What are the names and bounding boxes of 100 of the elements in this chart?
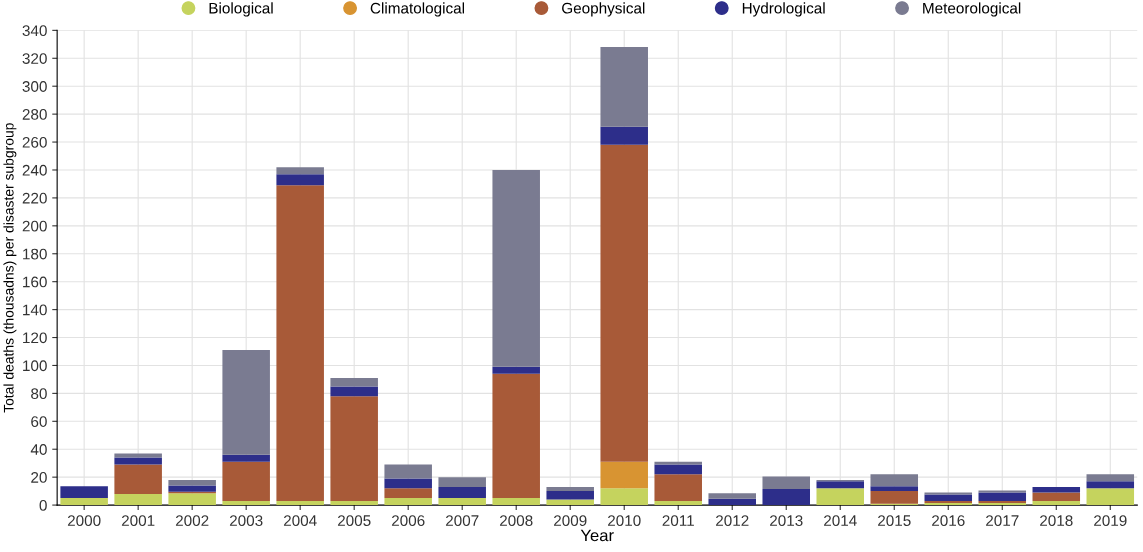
bar — [600, 126, 648, 145]
bar — [222, 500, 270, 506]
x-tick-label: 2015 — [878, 515, 911, 527]
bar — [492, 366, 540, 374]
bar — [1086, 481, 1135, 489]
bar — [924, 492, 973, 495]
x-tick-label: 2014 — [824, 515, 857, 527]
x-tick-label: 2000 — [67, 515, 101, 527]
bar — [492, 169, 540, 367]
y-tick-label: 300 — [22, 81, 47, 92]
y-tick-label: 340 — [22, 25, 47, 37]
bar — [870, 486, 919, 492]
bar — [816, 481, 865, 489]
bar — [276, 185, 324, 501]
x-tick-label: 2009 — [553, 515, 587, 527]
y-axis-title: Total deaths (thousadns) per disaster subgroup — [3, 123, 17, 413]
x-tick-label: 2010 — [608, 515, 641, 527]
x-tick-label: 2005 — [337, 515, 371, 527]
bar — [384, 464, 432, 479]
bar — [870, 474, 919, 487]
y-tick-label: 220 — [22, 192, 47, 204]
y-tick-label: 240 — [22, 164, 47, 176]
bar — [438, 498, 486, 506]
x-axis-title: Year — [580, 529, 614, 542]
bar — [276, 174, 324, 186]
bar — [546, 491, 594, 500]
y-tick-label: 120 — [23, 332, 47, 344]
bar — [600, 144, 648, 462]
bar — [168, 479, 216, 486]
bar — [60, 498, 108, 506]
legend-label: Biological — [209, 2, 273, 17]
bar — [1032, 500, 1081, 506]
y-tick-label: 320 — [22, 53, 47, 64]
bar — [492, 373, 540, 499]
bar — [60, 486, 108, 499]
bar — [114, 453, 162, 458]
bar — [276, 500, 324, 506]
bar — [654, 500, 702, 506]
bar — [762, 489, 810, 506]
bar — [276, 167, 324, 175]
x-tick-label: 2001 — [121, 515, 155, 527]
bar — [438, 486, 486, 499]
legend-label: Hydrological — [742, 2, 825, 17]
bar — [330, 396, 378, 501]
x-tick-label: 2007 — [445, 515, 479, 527]
bar — [384, 498, 432, 506]
bar — [978, 490, 1027, 493]
y-tick-label: 20 — [31, 472, 47, 483]
x-tick-label: 2004 — [283, 515, 317, 527]
bar — [978, 492, 1027, 501]
x-tick-label: 2003 — [229, 515, 263, 527]
x-tick-label: 2019 — [1094, 515, 1127, 527]
bar — [870, 491, 919, 504]
bar — [222, 350, 270, 455]
y-tick-label: 280 — [22, 109, 47, 120]
legend-label: Climatological — [370, 2, 465, 17]
y-tick-label: 80 — [31, 388, 47, 400]
x-tick-label: 2011 — [662, 515, 694, 527]
y-tick-label: 100 — [23, 360, 47, 372]
bar — [546, 486, 594, 492]
bar — [1086, 488, 1135, 506]
x-tick-label: 2012 — [716, 515, 749, 527]
y-tick-label: 200 — [22, 220, 47, 232]
bar — [600, 47, 648, 127]
y-tick-label: 260 — [22, 136, 47, 148]
bar — [222, 461, 270, 501]
legend-label: Geophysical — [562, 2, 645, 17]
bar — [492, 498, 540, 506]
bar — [330, 500, 378, 506]
bar — [654, 464, 702, 475]
bar — [384, 478, 432, 489]
bar — [546, 499, 594, 506]
y-tick-label: 180 — [23, 248, 47, 260]
bar — [1032, 486, 1081, 493]
x-tick-label: 2006 — [391, 515, 425, 527]
y-tick-label: 160 — [23, 276, 47, 288]
bar — [762, 476, 810, 490]
bar — [114, 493, 162, 506]
bar — [438, 477, 486, 487]
bar — [654, 474, 702, 501]
bar — [114, 457, 162, 465]
bar — [114, 464, 162, 494]
bar — [654, 461, 702, 465]
y-tick-label: 0 — [39, 499, 47, 511]
bar — [708, 498, 756, 506]
legend-label: Meteorological — [923, 2, 1021, 17]
bar — [600, 461, 648, 489]
bar — [330, 378, 378, 387]
bar — [168, 493, 216, 506]
x-tick-label: 2013 — [770, 515, 803, 527]
bar — [600, 488, 648, 506]
bar — [168, 485, 216, 492]
x-tick-label: 2018 — [1040, 515, 1073, 527]
bar — [1032, 492, 1081, 501]
y-tick-label: 140 — [23, 304, 47, 316]
bar — [708, 493, 756, 499]
x-tick-label: 2002 — [175, 515, 209, 527]
bar — [384, 488, 432, 499]
x-tick-label: 2016 — [932, 515, 965, 527]
bar — [222, 454, 270, 462]
